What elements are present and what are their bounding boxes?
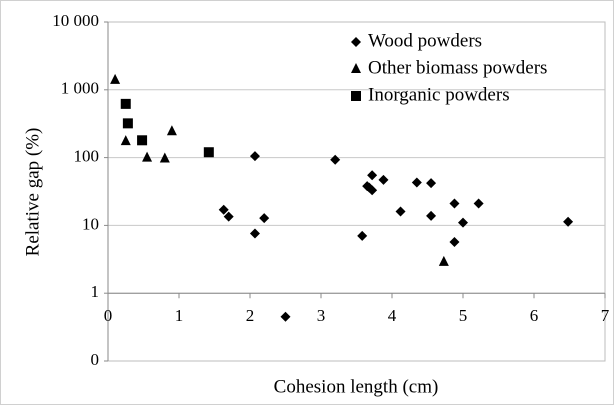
x-tick-label: 4 [388,306,397,325]
point [563,216,574,227]
point [411,177,422,188]
point [159,152,170,163]
point [426,210,437,221]
point [458,217,468,228]
x-tick-label: 6 [530,306,539,325]
point [259,213,270,224]
point [137,135,148,146]
point [249,228,260,239]
point [426,178,437,189]
x-axis-label: Cohesion length (cm) [274,376,439,397]
point [280,311,291,322]
point [330,154,341,165]
legend-marker [351,63,361,73]
point [378,174,389,185]
legend-label: Other biomass powders [368,57,547,78]
y-tick-label: 1 000 [61,79,99,98]
legend-label: Inorganic powders [368,84,510,105]
y-tick-label: 0 [91,350,100,369]
y-tick-label: 100 [74,147,100,166]
point [203,147,214,158]
point [120,98,131,109]
point [449,236,460,247]
x-tick-label: 3 [317,306,326,325]
point [473,198,484,209]
y-tick-label: 10 000 [52,11,99,30]
legend-marker [351,37,361,47]
point [122,118,133,129]
x-tick-label: 1 [175,306,184,325]
point [110,73,121,84]
legend-label: Wood powders [368,30,482,51]
point [249,151,260,162]
point [142,151,153,162]
x-tick-label: 0 [104,306,113,325]
point [395,206,406,217]
legend-marker [351,91,361,101]
y-tick-label: 1 [91,282,100,301]
x-tick-label: 5 [459,306,468,325]
x-tick-label: 2 [246,306,255,325]
point [223,211,234,222]
point [357,230,368,241]
point [362,181,373,192]
point [438,255,449,266]
point [120,135,131,146]
point [218,204,229,215]
y-axis-label: Relative gap (%) [22,128,43,257]
point [166,125,177,136]
y-tick-label: 10 [82,214,99,233]
point [449,198,460,209]
point [367,170,378,181]
x-tick-label: 7 [601,306,610,325]
